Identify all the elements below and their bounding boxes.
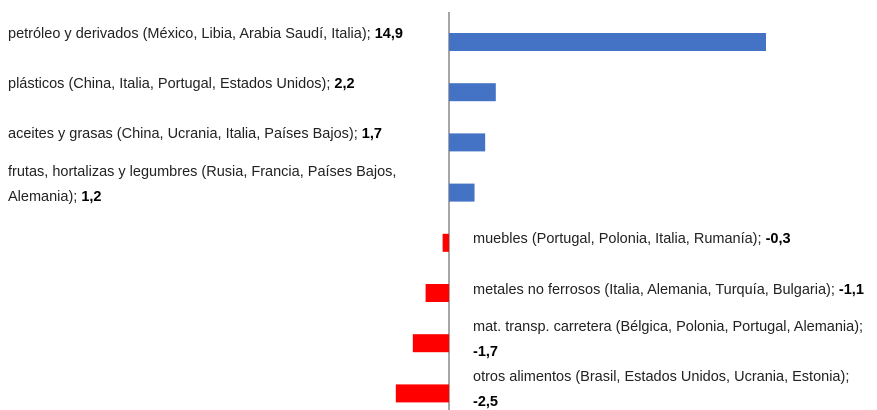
category-label: plásticos (China, Italia, Portugal, Esta… (8, 75, 331, 92)
category-label: metales no ferrosos (Italia, Alemania, T… (473, 281, 835, 298)
label-text: frutas, hortalizas y legumbres (Rusia, F… (8, 160, 440, 210)
category-label: petróleo y derivados (México, Libia, Ara… (8, 25, 371, 42)
bar (449, 33, 766, 51)
bar-label: otros alimentos (Brasil, Estados Unidos,… (473, 365, 875, 410)
value-label: 2,2 (334, 75, 355, 92)
bar-label: petróleo y derivados (México, Libia, Ara… (8, 9, 440, 59)
label-text: metales no ferrosos (Italia, Alemania, T… (473, 278, 875, 303)
label-text: aceites y grasas (China, Ucrania, Italia… (8, 122, 440, 147)
bar (395, 384, 449, 403)
bar-label: metales no ferrosos (Italia, Alemania, T… (473, 265, 875, 315)
value-label: 14,9 (374, 25, 403, 42)
bar-label: frutas, hortalizas y legumbres (Rusia, F… (8, 160, 440, 210)
bar (449, 83, 496, 102)
bar (412, 334, 449, 353)
value-label: -1,7 (473, 344, 498, 361)
value-label: -2,5 (473, 394, 498, 410)
bar-label: muebles (Portugal, Polonia, Italia, Ruma… (473, 215, 875, 265)
category-label: otros alimentos (Brasil, Estados Unidos,… (473, 369, 850, 386)
value-label: -0,3 (765, 231, 791, 248)
bar (449, 183, 475, 202)
value-label: 1,7 (361, 125, 382, 142)
bar-label: mat. transp. carretera (Bélgica, Polonia… (473, 315, 875, 365)
label-text: muebles (Portugal, Polonia, Italia, Ruma… (473, 227, 875, 252)
bar (442, 233, 449, 252)
category-label: mat. transp. carretera (Bélgica, Polonia… (473, 319, 864, 336)
value-label: -1,1 (838, 281, 864, 298)
value-label: 1,2 (81, 188, 102, 205)
bar-label: plásticos (China, Italia, Portugal, Esta… (8, 59, 440, 109)
label-text: plásticos (China, Italia, Portugal, Esta… (8, 72, 440, 97)
bar (449, 133, 486, 152)
label-text: mat. transp. carretera (Bélgica, Polonia… (473, 315, 875, 365)
bar (425, 284, 449, 302)
bar-label: aceites y grasas (China, Ucrania, Italia… (8, 109, 440, 159)
category-label: muebles (Portugal, Polonia, Italia, Ruma… (473, 231, 762, 248)
label-text: otros alimentos (Brasil, Estados Unidos,… (473, 365, 875, 410)
category-label: aceites y grasas (China, Ucrania, Italia… (8, 125, 358, 142)
label-text: petróleo y derivados (México, Libia, Ara… (8, 22, 440, 47)
category-label: frutas, hortalizas y legumbres (Rusia, F… (8, 163, 397, 205)
